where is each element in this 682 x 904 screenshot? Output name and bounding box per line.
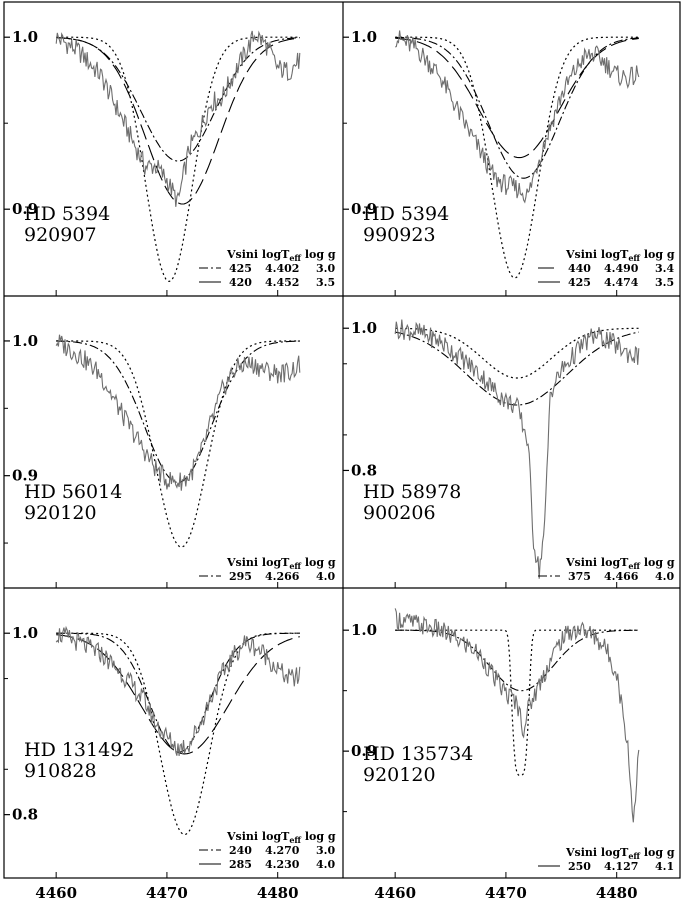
series-observed: [395, 30, 640, 204]
legend-header: Vsini logTeff log g: [226, 556, 336, 571]
legend-header: Vsini logTeff log g: [565, 248, 675, 263]
y-tick-label: 0.8: [12, 806, 38, 824]
legend-vsini: 375: [568, 570, 591, 583]
y-tick-label: 1.0: [12, 28, 38, 46]
legend-logg: 3.0: [316, 262, 335, 275]
y-tick-label: 0.9: [12, 200, 38, 218]
legend-header: Vsini logTeff log g: [565, 556, 675, 571]
outer-frame: [3, 1, 681, 879]
series-dashdot: [395, 36, 639, 179]
legend-logg: 3.0: [316, 844, 335, 857]
series-dotted: [56, 340, 300, 548]
legend-header: Vsini logTeff log g: [226, 248, 336, 263]
y-tick-label: 0.9: [12, 467, 38, 485]
star-name: HD 5394: [24, 203, 110, 225]
y-tick-label: 1.0: [12, 332, 38, 350]
observation-date: 990923: [363, 224, 436, 246]
x-tick-label: 4480: [596, 884, 638, 902]
x-tick-label: 4460: [374, 884, 416, 902]
observation-date: 920120: [363, 764, 436, 786]
series-dotted: [56, 36, 300, 283]
series-longdash: [56, 634, 300, 755]
legend-logg: 4.0: [316, 570, 335, 583]
y-tick-label: 1.0: [351, 28, 377, 46]
star-name: HD 131492: [24, 739, 134, 761]
legend-logg: 4.0: [655, 570, 674, 583]
series-observed: [394, 608, 640, 823]
legend-logteff: 4.466: [604, 570, 639, 583]
x-tick-label: 4480: [257, 884, 299, 902]
legend-logg: 3.5: [655, 276, 674, 289]
y-tick-label: 1.0: [351, 319, 377, 337]
star-name: HD 58978: [363, 481, 461, 503]
legend-logg: 3.5: [316, 276, 335, 289]
legend-logteff: 4.230: [265, 858, 300, 871]
series-dashdot: [395, 629, 639, 692]
legend-header: Vsini logTeff log g: [226, 830, 336, 845]
series-dashdot: [56, 632, 300, 753]
legend-logg: 4.1: [655, 860, 674, 873]
observation-date: 920120: [24, 502, 97, 524]
star-name: HD 5394: [363, 203, 449, 225]
legend-logteff: 4.127: [604, 860, 638, 873]
observation-date: 910828: [24, 760, 97, 782]
observation-date: 920907: [24, 224, 97, 246]
series-observed: [55, 30, 301, 207]
series-dashdot: [395, 331, 639, 406]
x-tick-label: 4470: [146, 884, 188, 902]
legend-logg: 3.4: [655, 262, 674, 275]
legend-logteff: 4.474: [604, 276, 639, 289]
x-tick-label: 4470: [485, 884, 527, 902]
star-name: HD 56014: [24, 481, 122, 503]
series-dashdot: [56, 340, 300, 483]
legend-vsini: 240: [229, 844, 252, 857]
legend-header: Vsini logTeff log g: [565, 846, 675, 861]
panel-frames: [3, 1, 681, 879]
y-tick-label: 1.0: [12, 624, 38, 642]
series-longdash: [56, 37, 300, 205]
y-tick-label: 1.0: [351, 621, 377, 639]
legend-logteff: 4.490: [604, 262, 639, 275]
legend-vsini: 425: [568, 276, 591, 289]
series-dotted: [395, 327, 639, 379]
x-tick-label: 4460: [35, 884, 77, 902]
legend-logteff: 4.452: [265, 276, 299, 289]
legend-vsini: 420: [229, 276, 252, 289]
y-tick-label: 0.9: [351, 200, 377, 218]
legend-logg: 4.0: [316, 858, 335, 871]
series-observed: [55, 334, 301, 491]
legend-logteff: 4.402: [265, 262, 299, 275]
series-observed: [55, 625, 301, 756]
y-tick-label: 0.8: [351, 461, 377, 479]
series-dotted: [395, 36, 639, 279]
series-dashdot: [56, 37, 300, 162]
series-longdash: [395, 37, 639, 159]
x-axis: 4460 4470 4480 4460 4470 4480: [35, 884, 637, 902]
legend-vsini: 285: [229, 858, 252, 871]
observation-date: 900206: [363, 502, 436, 524]
legend-vsini: 295: [229, 570, 252, 583]
series-dotted: [395, 629, 639, 776]
legend-logteff: 4.270: [265, 844, 300, 857]
legend-vsini: 250: [568, 860, 591, 873]
series-observed: [394, 319, 640, 579]
legend-vsini: 425: [229, 262, 252, 275]
series-dotted: [56, 632, 300, 836]
y-tick-label: 0.9: [351, 742, 377, 760]
star-name: HD 135734: [363, 743, 473, 765]
legend-logteff: 4.266: [265, 570, 300, 583]
legend-vsini: 440: [568, 262, 591, 275]
